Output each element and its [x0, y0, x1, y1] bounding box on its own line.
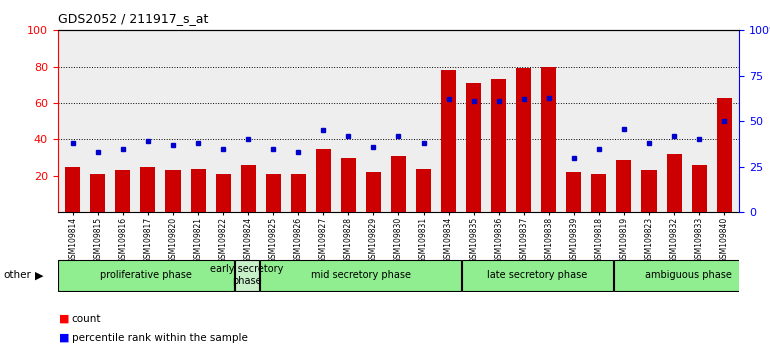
Bar — [341, 158, 356, 212]
Text: ambiguous phase: ambiguous phase — [645, 270, 732, 280]
Text: other: other — [4, 270, 32, 280]
Bar — [366, 172, 381, 212]
FancyBboxPatch shape — [260, 260, 461, 291]
Text: ■: ■ — [59, 314, 70, 324]
Bar — [566, 172, 581, 212]
FancyBboxPatch shape — [462, 260, 612, 291]
Text: early secretory
phase: early secretory phase — [210, 264, 283, 286]
Bar — [116, 171, 130, 212]
Text: GDS2052 / 211917_s_at: GDS2052 / 211917_s_at — [58, 12, 208, 25]
Bar — [166, 171, 180, 212]
FancyBboxPatch shape — [59, 260, 234, 291]
Bar — [617, 160, 631, 212]
Text: percentile rank within the sample: percentile rank within the sample — [72, 333, 247, 343]
Bar — [65, 167, 80, 212]
FancyBboxPatch shape — [235, 260, 259, 291]
Text: ▶: ▶ — [35, 270, 44, 280]
Bar — [266, 174, 281, 212]
Bar — [591, 174, 607, 212]
Bar — [667, 154, 681, 212]
Text: proliferative phase: proliferative phase — [100, 270, 192, 280]
Bar — [90, 174, 105, 212]
Bar — [691, 165, 707, 212]
Text: mid secretory phase: mid secretory phase — [310, 270, 410, 280]
Text: late secretory phase: late secretory phase — [487, 270, 588, 280]
Bar — [241, 165, 256, 212]
Bar — [416, 169, 431, 212]
Bar — [316, 149, 331, 212]
Text: count: count — [72, 314, 101, 324]
Bar — [140, 167, 156, 212]
Bar — [641, 171, 657, 212]
Bar — [466, 83, 481, 212]
Bar — [541, 67, 556, 212]
Bar — [190, 169, 206, 212]
Bar — [391, 156, 406, 212]
Text: ■: ■ — [59, 333, 70, 343]
Bar — [441, 70, 456, 212]
Bar — [717, 98, 731, 212]
Bar — [516, 68, 531, 212]
Bar — [491, 79, 506, 212]
FancyBboxPatch shape — [614, 260, 764, 291]
Bar — [216, 174, 231, 212]
Bar — [291, 174, 306, 212]
